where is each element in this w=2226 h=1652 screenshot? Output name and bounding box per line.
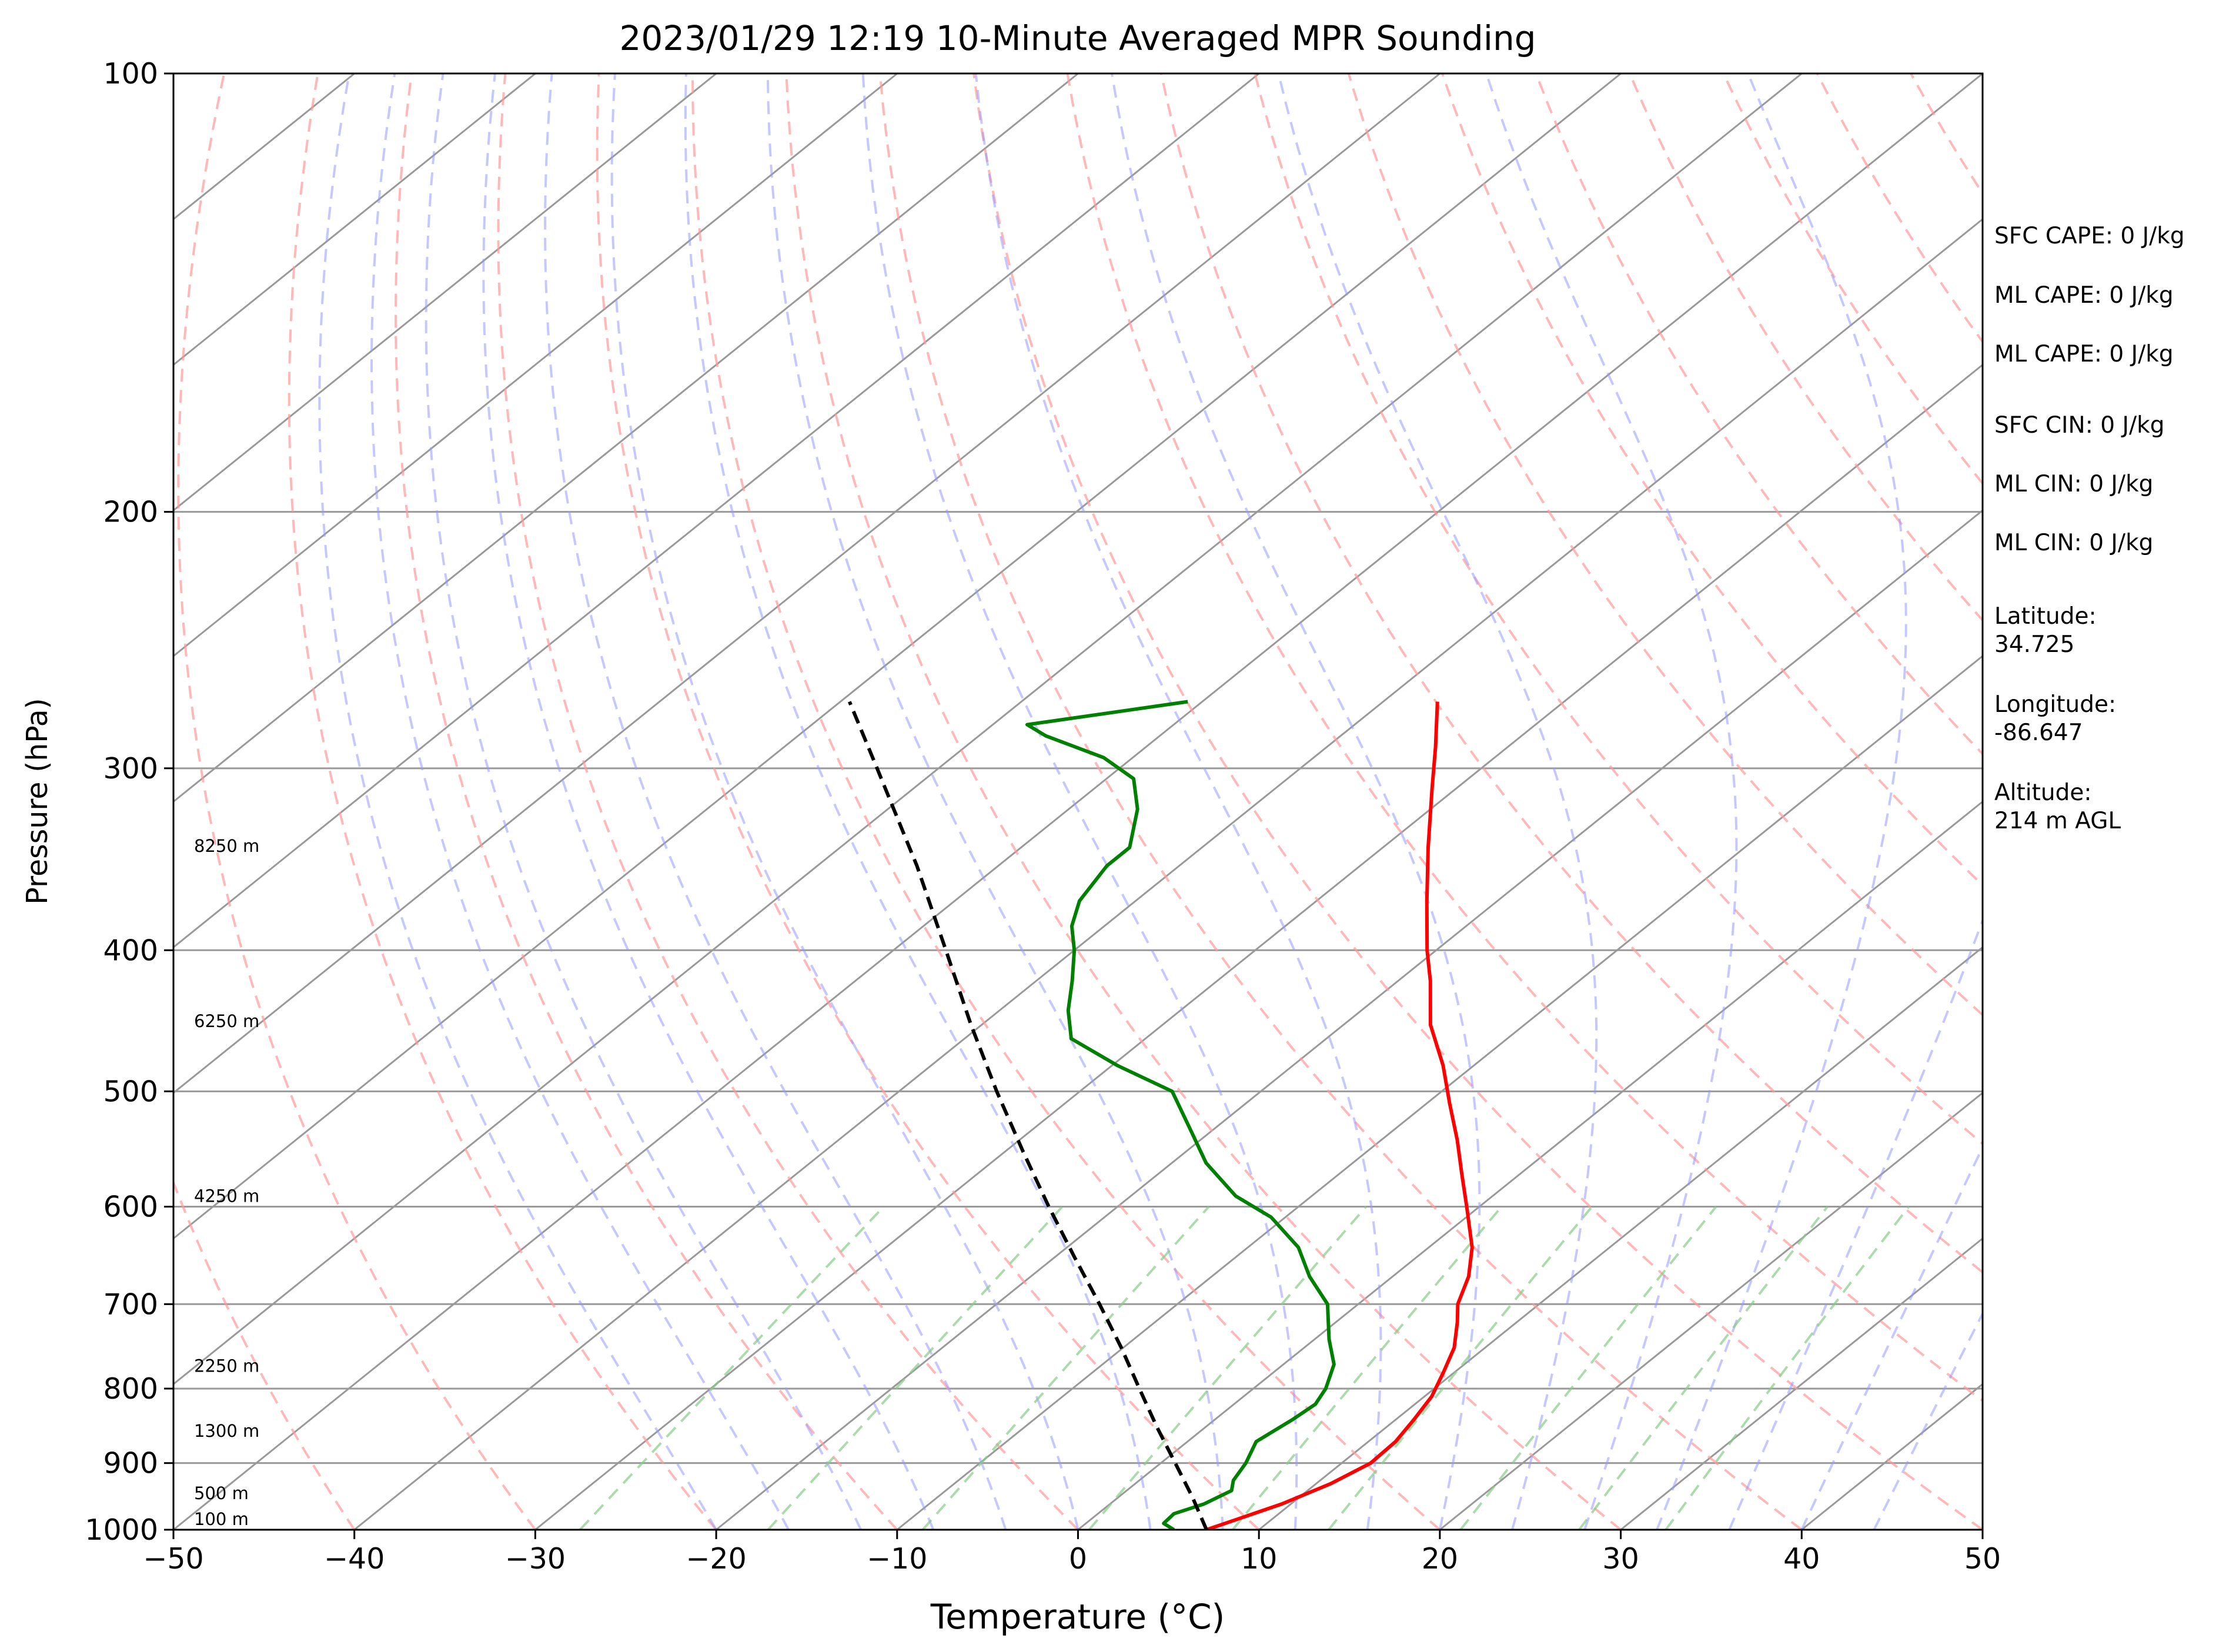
mixing-ratio-line [1578, 1206, 1829, 1530]
sounding-lines [848, 700, 1474, 1530]
x-tick-label: 30 [1602, 1542, 1639, 1576]
dry-adiabat-line [1159, 73, 1983, 1274]
dry-adiabat-line [596, 73, 1260, 1530]
height-label: 2250 m [194, 1356, 259, 1376]
height-label: 6250 m [194, 1011, 259, 1031]
x-tick-label: 20 [1422, 1542, 1458, 1576]
ml-cin-label: ML CIN: 0 J/kg [1994, 471, 2154, 497]
x-tick-label: −40 [324, 1542, 385, 1576]
height-label: 100 m [194, 1509, 249, 1529]
dry-adiabat-line [972, 73, 1983, 1530]
isotherm-line [173, 73, 1803, 1386]
isotherm-line [173, 73, 898, 657]
isotherm-line [1258, 946, 1983, 1530]
x-tick-label: 50 [1964, 1542, 2001, 1576]
longitude-label: Longitude: -86.647 [1994, 691, 2117, 746]
mixing-ratio-line [1459, 1206, 1717, 1530]
y-tick-label: 1000 [85, 1513, 158, 1547]
moist-adiabat-line [684, 73, 1152, 1530]
sfc-cin-label: SFC CIN: 0 J/kg [1994, 412, 2165, 439]
isotherm-line [173, 73, 1260, 949]
moist-adiabat-line [1800, 1144, 1983, 1530]
isotherm-line [896, 654, 1983, 1530]
isotherm-line [716, 509, 1983, 1530]
isotherm-line [1620, 1237, 1983, 1530]
isotherm-line [173, 73, 1983, 1530]
height-label: 8250 m [194, 836, 259, 856]
dry-adiabat-line [1254, 73, 1983, 1146]
height-label: 1300 m [194, 1421, 259, 1441]
sfc-cape-label: SFC CAPE: 0 J/kg [1994, 223, 2185, 249]
x-tick-label: −10 [867, 1542, 927, 1576]
moist-adiabat-line [425, 73, 863, 1530]
y-tick-label: 800 [103, 1372, 158, 1406]
ml-cape-label: ML CAPE: 0 J/kg [1994, 282, 2174, 309]
chart-title: 2023/01/29 12:19 10-Minute Averaged MPR … [619, 18, 1536, 58]
altitude-label: Altitude: 214 m AGL [1994, 780, 2121, 834]
moist-adiabat-line [1485, 73, 1738, 1530]
latitude-label: Latitude: 34.725 [1994, 603, 2097, 658]
parcel-path-line [848, 701, 1208, 1530]
mixing-ratio-line [767, 1206, 1064, 1530]
dry-adiabat-line [785, 73, 1622, 1530]
x-tick-label: −20 [686, 1542, 746, 1576]
y-tick-label: 200 [103, 496, 158, 529]
x-tick-label: 10 [1241, 1542, 1277, 1576]
height-label: 4250 m [194, 1186, 259, 1206]
height-label: 500 m [194, 1483, 249, 1503]
moist-adiabat-line [544, 73, 1007, 1530]
ml-cape-label-2: ML CAPE: 0 J/kg [1994, 341, 2174, 367]
moist-adiabat-line [861, 73, 1298, 1530]
dry-adiabat-line [288, 73, 717, 1530]
ml-cin-label-2: ML CIN: 0 J/kg [1994, 530, 2154, 556]
moist-adiabat-line [1728, 917, 1983, 1530]
y-tick-label: 400 [103, 934, 158, 967]
mixing-ratio-line [921, 1206, 1210, 1530]
isotherm-line [534, 363, 1983, 1530]
isotherm-line [173, 73, 717, 512]
isotherm-line [173, 73, 1441, 1094]
isotherm-line [1439, 1092, 1983, 1530]
moist-adiabat-line [482, 73, 935, 1530]
dry-adiabat-line [1441, 73, 1983, 887]
moist-adiabat-line [318, 73, 717, 1530]
dry-adiabat-line [177, 73, 537, 1530]
x-tick-label: 0 [1069, 1542, 1087, 1576]
moist-adiabat-line [1656, 73, 1907, 1530]
dry-adiabat-line [1066, 73, 1983, 1403]
x-tick-label: 40 [1783, 1542, 1820, 1576]
dry-adiabat-line [691, 73, 1441, 1530]
isotherm-line [173, 73, 1622, 1240]
dry-adiabat-line [1347, 73, 1983, 1016]
moist-adiabat-line [610, 73, 1079, 1530]
height-labels: 100 m 500 m 1300 m 2250 m 4250 m 6250 m 8250 m [194, 836, 259, 1529]
dry-adiabat-line [878, 73, 1803, 1530]
y-tick-label: 100 [103, 57, 158, 91]
moist-adiabat-line [370, 73, 790, 1530]
background-lines [173, 73, 1983, 1530]
moist-adiabat-line [1873, 1311, 1983, 1530]
dry-adiabat-line [497, 73, 1079, 1530]
moist-adiabat-line [766, 73, 1224, 1530]
y-tick-label: 900 [103, 1447, 158, 1480]
y-tick-label: 700 [103, 1288, 158, 1321]
axis-ticks: −50 −40 −30 −20 −10 0 10 20 30 40 50 100 200 300 400 50… [85, 57, 2001, 1576]
mixing-ratio-line [1665, 1206, 1910, 1530]
y-tick-label: 500 [103, 1075, 158, 1108]
isotherm-line [173, 73, 536, 366]
x-tick-label: −50 [143, 1542, 203, 1576]
mixing-ratio-line [579, 1206, 885, 1530]
isotherm-line [353, 218, 1983, 1530]
y-tick-label: 300 [103, 752, 158, 785]
mixing-ratio-line [1328, 1206, 1593, 1530]
x-tick-label: −30 [505, 1542, 566, 1576]
y-axis-label: Pressure (hPa) [21, 698, 54, 904]
temperature-line [1206, 701, 1474, 1530]
moist-adiabat-line [1111, 73, 1481, 1530]
x-axis-label: Temperature (°C) [930, 1597, 1225, 1637]
dewpoint-line [1025, 700, 1336, 1530]
y-tick-label: 600 [103, 1190, 158, 1223]
